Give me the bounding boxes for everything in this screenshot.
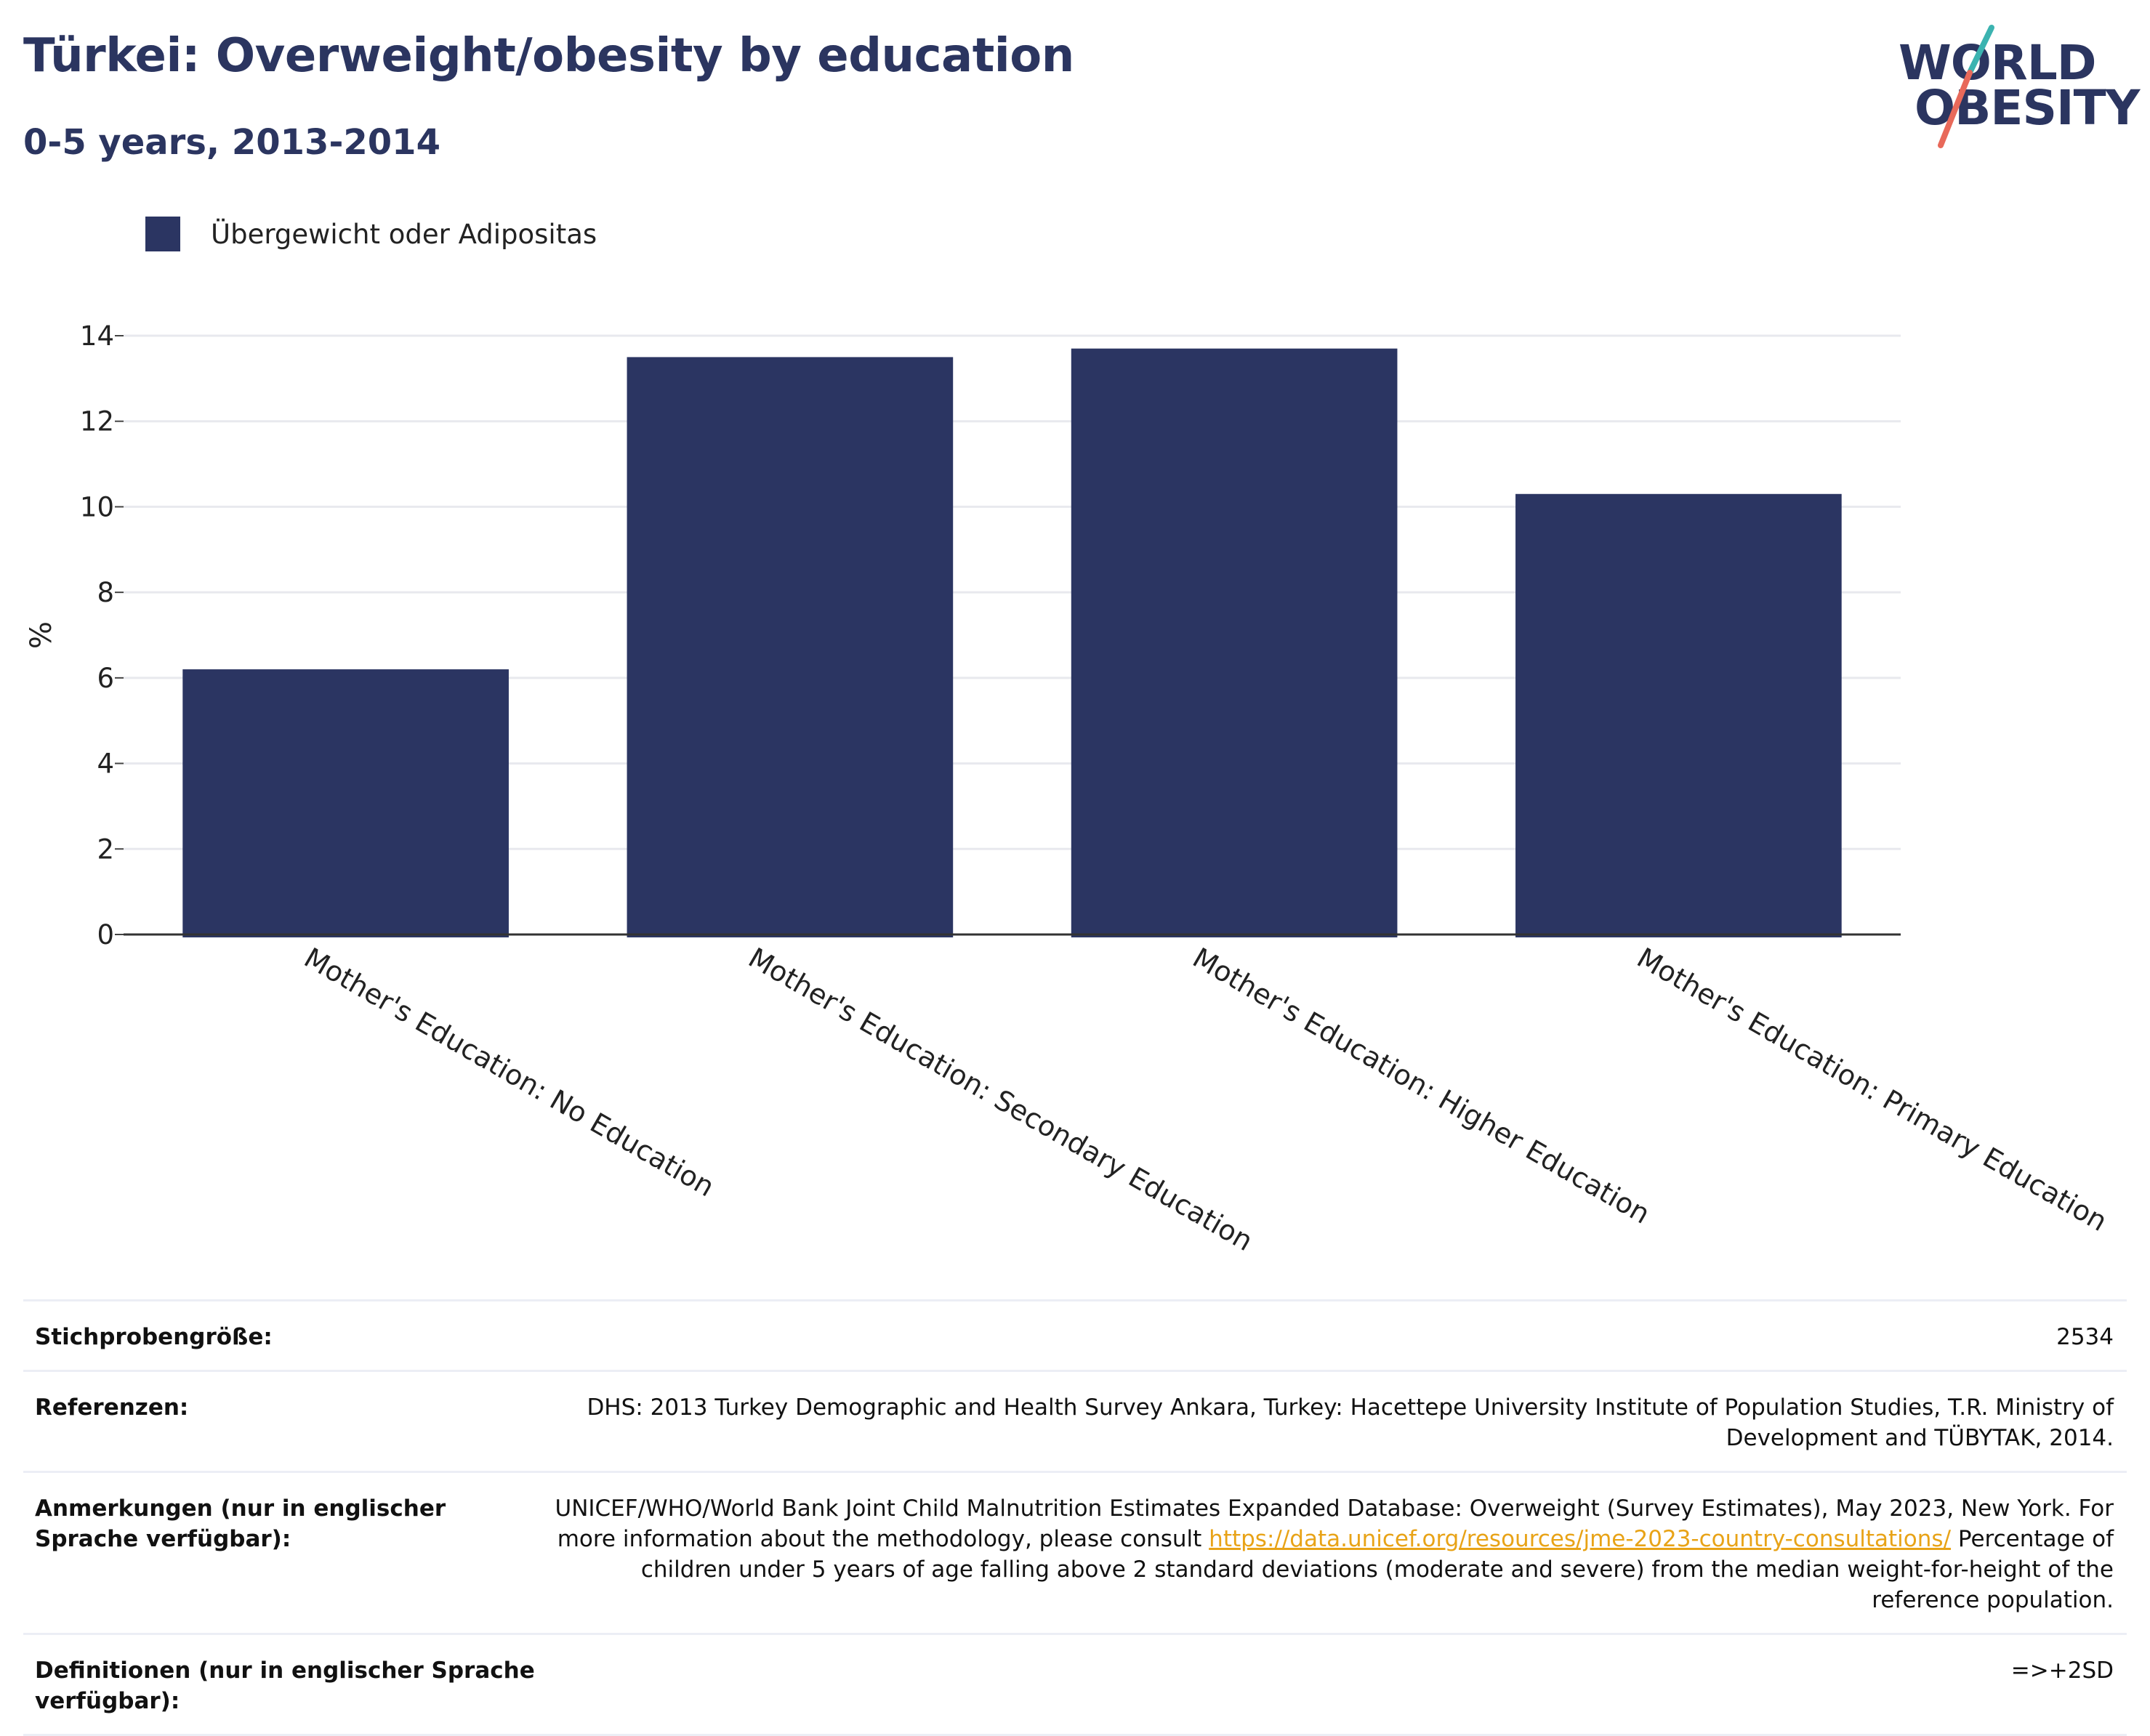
y-tick-label: 14 — [80, 320, 114, 352]
definitions-value: =>+2SD — [2010, 1658, 2114, 1684]
x-tick-label: Mother's Education: Primary Education — [1632, 942, 2113, 1238]
y-tick-label: 2 — [97, 833, 114, 865]
y-tick-label: 4 — [97, 748, 114, 780]
references-label: Referenzen: — [35, 1394, 189, 1421]
table-row: Definitionen (nur in englischer Sprache … — [23, 1633, 2127, 1736]
y-tick-label: 0 — [97, 919, 114, 950]
bar-chart: 0 2 4 6 8 10 12 14% Mother's Education: No Educa… — [25, 320, 2113, 1258]
y-tick-label: 12 — [80, 406, 114, 437]
x-tick-label: Mother's Education: Secondary Education — [743, 942, 1258, 1258]
info-table: Stichprobengröße: 2534 Referenzen: DHS: … — [23, 1299, 2127, 1736]
chart-legend[interactable]: Übergewicht oder Adipositas — [145, 217, 597, 251]
x-tick-label: Mother's Education: No Education — [299, 942, 720, 1203]
world-obesity-logo[interactable]: WORLD OBESITY — [1897, 22, 2140, 153]
x-tick-label: Mother's Education: Higher Education — [1188, 942, 1656, 1230]
bar — [1515, 493, 1842, 937]
y-tick-label: 10 — [80, 491, 114, 522]
y-tick-label: 8 — [97, 577, 114, 608]
sample-size-label: Stichprobengröße: — [35, 1324, 273, 1350]
methodology-link[interactable]: https://data.unicef.org/resources/jme-20… — [1209, 1526, 1952, 1552]
definitions-label: Definitionen (nur in englischer Sprache … — [35, 1658, 535, 1714]
notes-text-after: Percentage of children under 5 years of … — [640, 1526, 2114, 1613]
bar — [182, 669, 509, 937]
logo-slash-icon — [1938, 25, 1994, 148]
notes-text-before: UNICEF/WHO/World Bank Joint Child Malnut… — [555, 1495, 2114, 1552]
references-value: DHS: 2013 Turkey Demographic and Health … — [587, 1394, 2114, 1451]
chart-subtitle: 0-5 years, 2013-2014 — [23, 122, 440, 163]
sample-size-value: 2534 — [2056, 1324, 2114, 1350]
table-row: Stichprobengröße: 2534 — [23, 1299, 2127, 1370]
notes-value: UNICEF/WHO/World Bank Joint Child Malnut… — [544, 1493, 2114, 1615]
y-tick-label: 6 — [97, 663, 114, 694]
bar — [627, 357, 954, 937]
legend-swatch — [145, 217, 180, 251]
table-row: Referenzen: DHS: 2013 Turkey Demographic… — [23, 1370, 2127, 1471]
notes-label: Anmerkungen (nur in englischer Sprache v… — [35, 1495, 446, 1552]
logo-text-world: WORLD — [1899, 35, 2097, 91]
bar — [1071, 348, 1398, 938]
legend-label: Übergewicht oder Adipositas — [211, 218, 597, 250]
y-axis-label: % — [25, 621, 58, 649]
table-row: Anmerkungen (nur in englischer Sprache v… — [23, 1471, 2127, 1633]
chart-title: Türkei: Overweight/obesity by education — [23, 29, 1074, 83]
